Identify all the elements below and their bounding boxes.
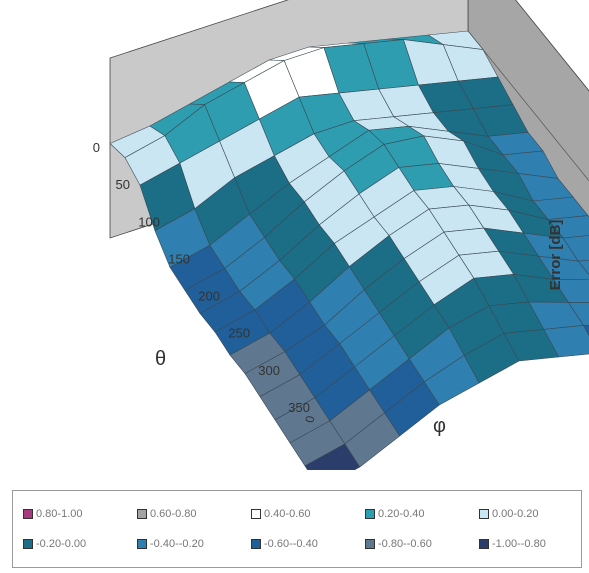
phi-axis-title: φ bbox=[433, 415, 446, 437]
legend-item: -0.40--0.20 bbox=[137, 538, 204, 550]
legend-item: -0.60--0.40 bbox=[251, 538, 318, 550]
theta-tick-label: 0 bbox=[93, 140, 100, 155]
legend-label: -0.80--0.60 bbox=[378, 538, 432, 550]
theta-tick-label: 200 bbox=[198, 289, 220, 304]
legend-item: 0.60-0.80 bbox=[137, 508, 196, 520]
legend-label: 0.80-1.00 bbox=[36, 508, 83, 520]
legend-item: -0.20-0.00 bbox=[23, 538, 86, 550]
legend-item: 0.80-1.00 bbox=[23, 508, 82, 520]
chart-legend: 0.80-1.00 0.60-0.80 0.40-0.60 0.20-0.40 0.00… bbox=[12, 490, 582, 568]
legend-label: 0.60-0.80 bbox=[150, 508, 197, 520]
legend-swatch bbox=[137, 509, 147, 519]
legend-label: -1.00--0.80 bbox=[492, 538, 546, 550]
surface-mesh bbox=[109, 30, 589, 490]
legend-label: 0.00-0.20 bbox=[492, 508, 539, 520]
legend-item: 0.00-0.20 bbox=[479, 508, 538, 520]
legend-swatch bbox=[251, 509, 261, 519]
surface-plot: 05010015020025030035001.000.800.600.400.… bbox=[93, 0, 589, 490]
legend-swatch bbox=[479, 539, 489, 549]
legend-item: 0.40-0.60 bbox=[251, 508, 310, 520]
legend-label: -0.60--0.40 bbox=[264, 538, 318, 550]
legend-swatch bbox=[365, 539, 375, 549]
legend-swatch bbox=[137, 539, 147, 549]
legend-label: -0.40--0.20 bbox=[150, 538, 204, 550]
legend-item: -1.00--0.80 bbox=[479, 538, 546, 550]
legend-swatch bbox=[479, 509, 489, 519]
z-axis-title: Error [dB] bbox=[547, 220, 564, 291]
legend-swatch bbox=[251, 539, 261, 549]
theta-axis-title: θ bbox=[155, 348, 166, 370]
theta-tick-label: 300 bbox=[258, 363, 280, 378]
surface-chart: 05010015020025030035001.000.800.600.400.… bbox=[93, 0, 589, 490]
legend-item: 0.20-0.40 bbox=[365, 508, 424, 520]
legend-label: 0.20-0.40 bbox=[378, 508, 425, 520]
zero-plane-line bbox=[467, 30, 589, 182]
theta-tick-label: 50 bbox=[116, 177, 130, 192]
legend-swatch bbox=[23, 539, 33, 549]
legend-label: -0.20-0.00 bbox=[36, 538, 87, 550]
theta-tick-label: 100 bbox=[138, 214, 160, 229]
legend-swatch bbox=[365, 509, 375, 519]
theta-tick-label: 150 bbox=[168, 251, 190, 266]
legend-item: -0.80--0.60 bbox=[365, 538, 432, 550]
phi-tick-label: 0 bbox=[303, 414, 318, 423]
legend-label: 0.40-0.60 bbox=[264, 508, 311, 520]
theta-tick-label: 350 bbox=[288, 400, 310, 415]
theta-tick-label: 250 bbox=[228, 326, 250, 341]
legend-swatch bbox=[23, 509, 33, 519]
